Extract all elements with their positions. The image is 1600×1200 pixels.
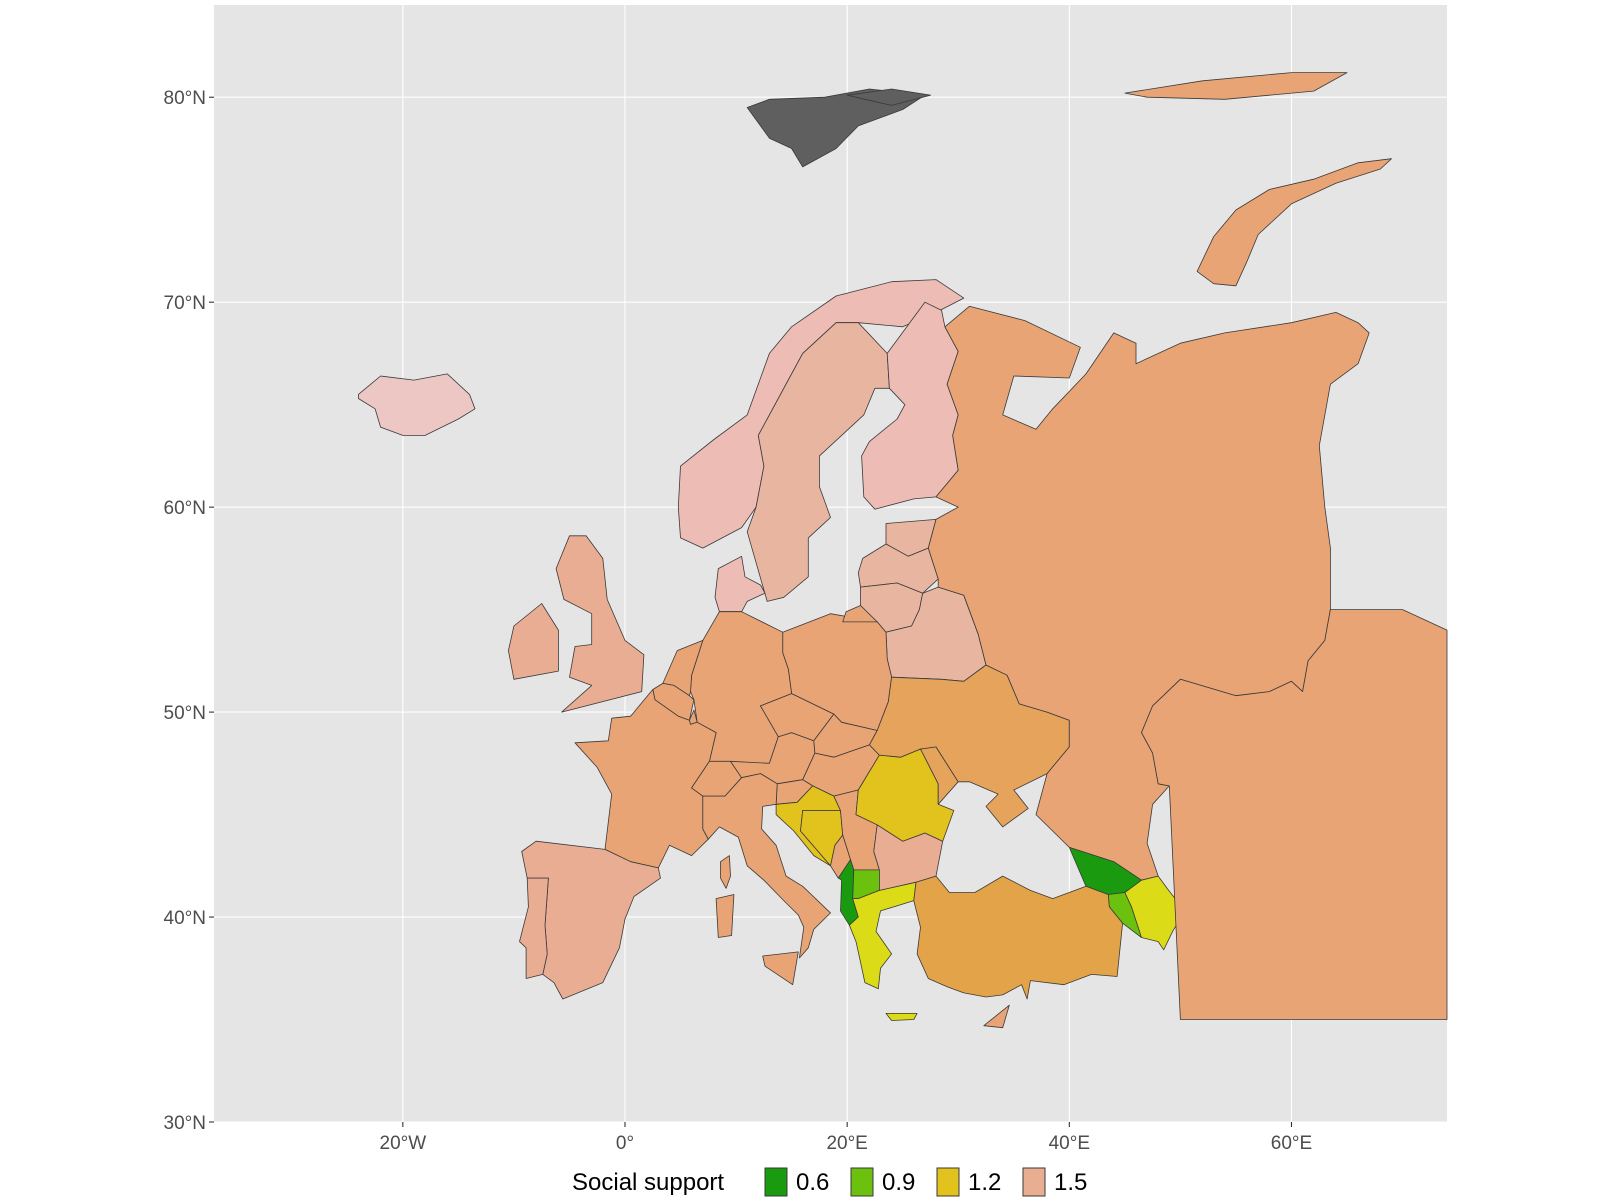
legend-key-0	[764, 1167, 788, 1197]
legend-title: Social support	[572, 1169, 724, 1196]
legend: Social support 0.6 0.9 1.2 1.5	[572, 1167, 1087, 1197]
lat-tick-label: 80°N	[164, 88, 206, 109]
region-crete	[885, 1013, 918, 1021]
lon-tick-label: 40°E	[1049, 1133, 1090, 1154]
lat-tick-label: 70°N	[164, 293, 206, 314]
region-montenegro	[830, 834, 851, 879]
region-azerbaijan	[1124, 875, 1186, 951]
region-ukraine	[869, 664, 1070, 828]
region-kazakhstan	[1141, 609, 1448, 1020]
lon-tick-label: 20°W	[380, 1133, 427, 1154]
lon-tick-label: 0°	[616, 1133, 634, 1154]
region-corsica	[720, 855, 731, 889]
legend-key-3	[1022, 1167, 1046, 1197]
legend-label: 0.6	[796, 1169, 829, 1196]
region-sardinia	[715, 894, 735, 938]
region-svalbard	[746, 88, 926, 168]
region-ireland	[507, 603, 559, 680]
lon-tick-label: 60°E	[1271, 1133, 1312, 1154]
axes: 30°N 40°N 50°N 60°N 70°N 80°N 20°W 0° 20°E 40°E 60…	[164, 88, 1313, 1154]
region-sweden	[746, 322, 890, 602]
lat-tick-label: 30°N	[164, 1113, 206, 1134]
region-franz-josef-land	[1124, 72, 1348, 100]
lat-tick-label: 50°N	[164, 703, 206, 724]
region-cyprus	[983, 1004, 1010, 1029]
legend-key-1	[850, 1167, 874, 1197]
region-turkey	[913, 875, 1123, 1000]
region-portugal	[519, 877, 549, 979]
lat-tick-label: 60°N	[164, 498, 206, 519]
region-nordaustlandet	[846, 88, 931, 106]
region-united-kingdom	[555, 535, 645, 713]
legend-label: 1.5	[1054, 1169, 1087, 1196]
region-kaliningrad	[842, 605, 878, 623]
legend-label: 1.2	[968, 1169, 1001, 1196]
lon-tick-label: 20°E	[826, 1133, 867, 1154]
region-sicily	[762, 951, 799, 986]
legend-key-2	[936, 1167, 960, 1197]
region-italy	[702, 773, 831, 959]
legend-label: 0.9	[882, 1169, 915, 1196]
region-novaya-zemlya	[1196, 158, 1392, 287]
lat-tick-label: 40°N	[164, 908, 206, 929]
region-iceland	[357, 373, 476, 436]
country-layer	[357, 72, 1448, 1029]
region-greece	[849, 881, 917, 990]
